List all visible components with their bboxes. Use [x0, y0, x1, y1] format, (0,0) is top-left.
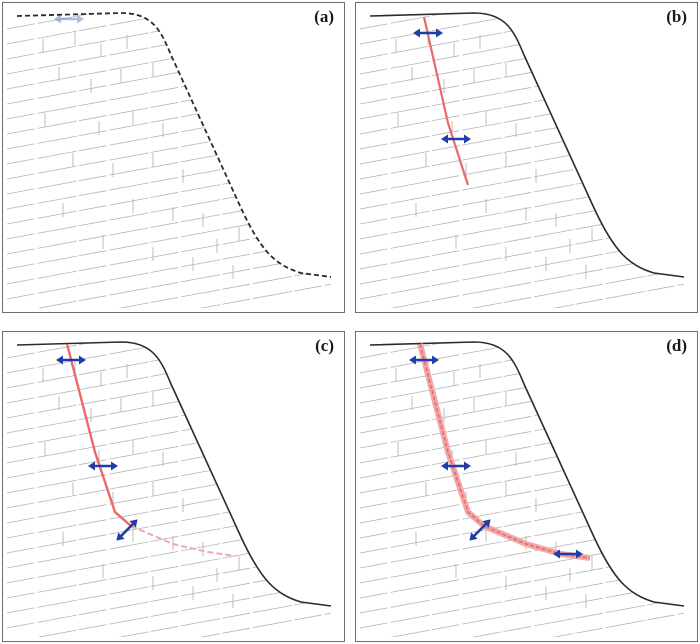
panel-label-c: (c) — [315, 336, 334, 355]
displacement-arrow-icon — [413, 28, 443, 38]
crack-path — [422, 16, 470, 186]
displacement-arrow-icon — [441, 134, 471, 144]
rock-joints — [360, 13, 684, 308]
displacement-arrow-icon — [553, 549, 583, 559]
displacement-arrow-icon — [56, 355, 86, 365]
panel-label-d: (d) — [666, 336, 687, 355]
rock-joints — [7, 342, 331, 637]
slope-diagram-b — [360, 12, 685, 308]
slope-profile-line — [16, 341, 332, 607]
displacement-arrow-icon — [54, 14, 84, 24]
slope-profile-line — [16, 12, 332, 278]
panel-label-b: (b) — [666, 7, 687, 26]
displacement-arrow-icon — [409, 355, 439, 365]
panel-d: (d) — [355, 331, 698, 642]
crack-path — [65, 343, 236, 557]
slope-profile-line — [369, 12, 685, 278]
slope-profile-line — [369, 341, 685, 607]
panel-c: (c) — [2, 331, 345, 642]
panel-label-a: (a) — [314, 7, 334, 26]
displacement-arrow-icon — [88, 461, 118, 471]
displacement-arrow-icon — [116, 519, 138, 541]
panel-a: (a) — [2, 2, 345, 313]
displacement-arrow-icon — [441, 461, 471, 471]
slope-diagram-c — [7, 341, 332, 637]
rock-joints — [7, 13, 331, 308]
rock-joints — [360, 342, 684, 637]
slope-diagram-d — [360, 341, 685, 637]
panel-b: (b) — [355, 2, 698, 313]
displacement-arrow-icon — [469, 519, 491, 541]
slope-diagram-a — [7, 12, 332, 308]
